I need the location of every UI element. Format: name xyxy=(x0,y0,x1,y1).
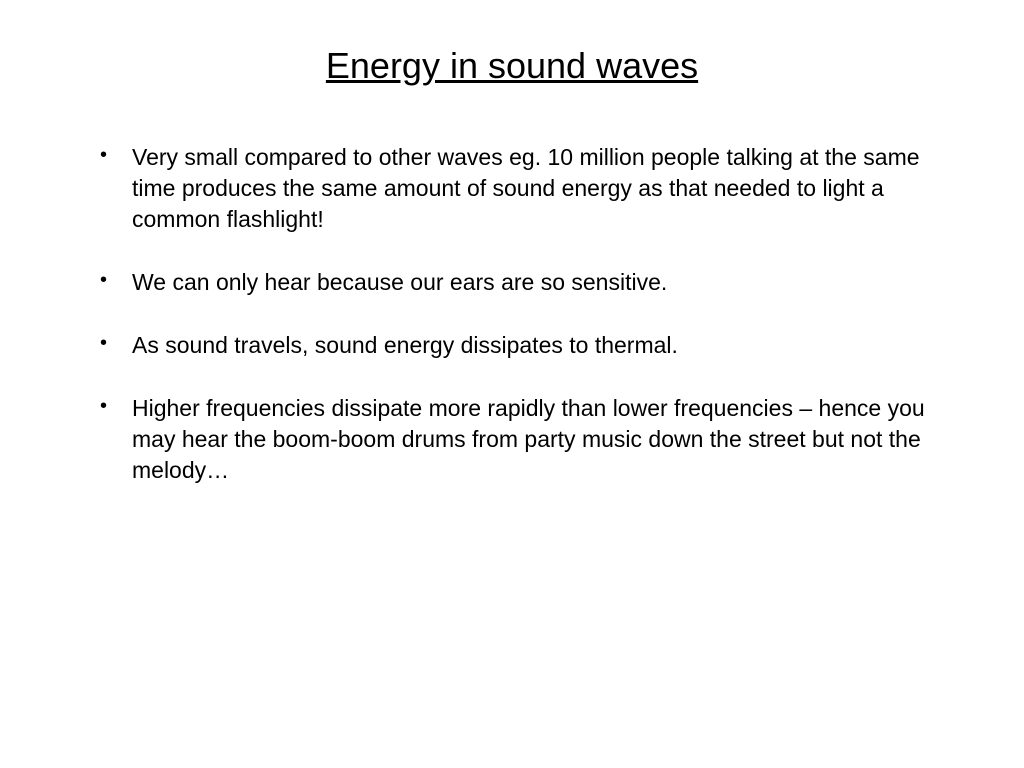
bullet-item: As sound travels, sound energy dissipate… xyxy=(100,330,954,361)
bullet-list: Very small compared to other waves eg. 1… xyxy=(70,142,954,486)
bullet-item: Very small compared to other waves eg. 1… xyxy=(100,142,954,235)
bullet-item: We can only hear because our ears are so… xyxy=(100,267,954,298)
bullet-item: Higher frequencies dissipate more rapidl… xyxy=(100,393,954,486)
slide-title: Energy in sound waves xyxy=(70,45,954,87)
